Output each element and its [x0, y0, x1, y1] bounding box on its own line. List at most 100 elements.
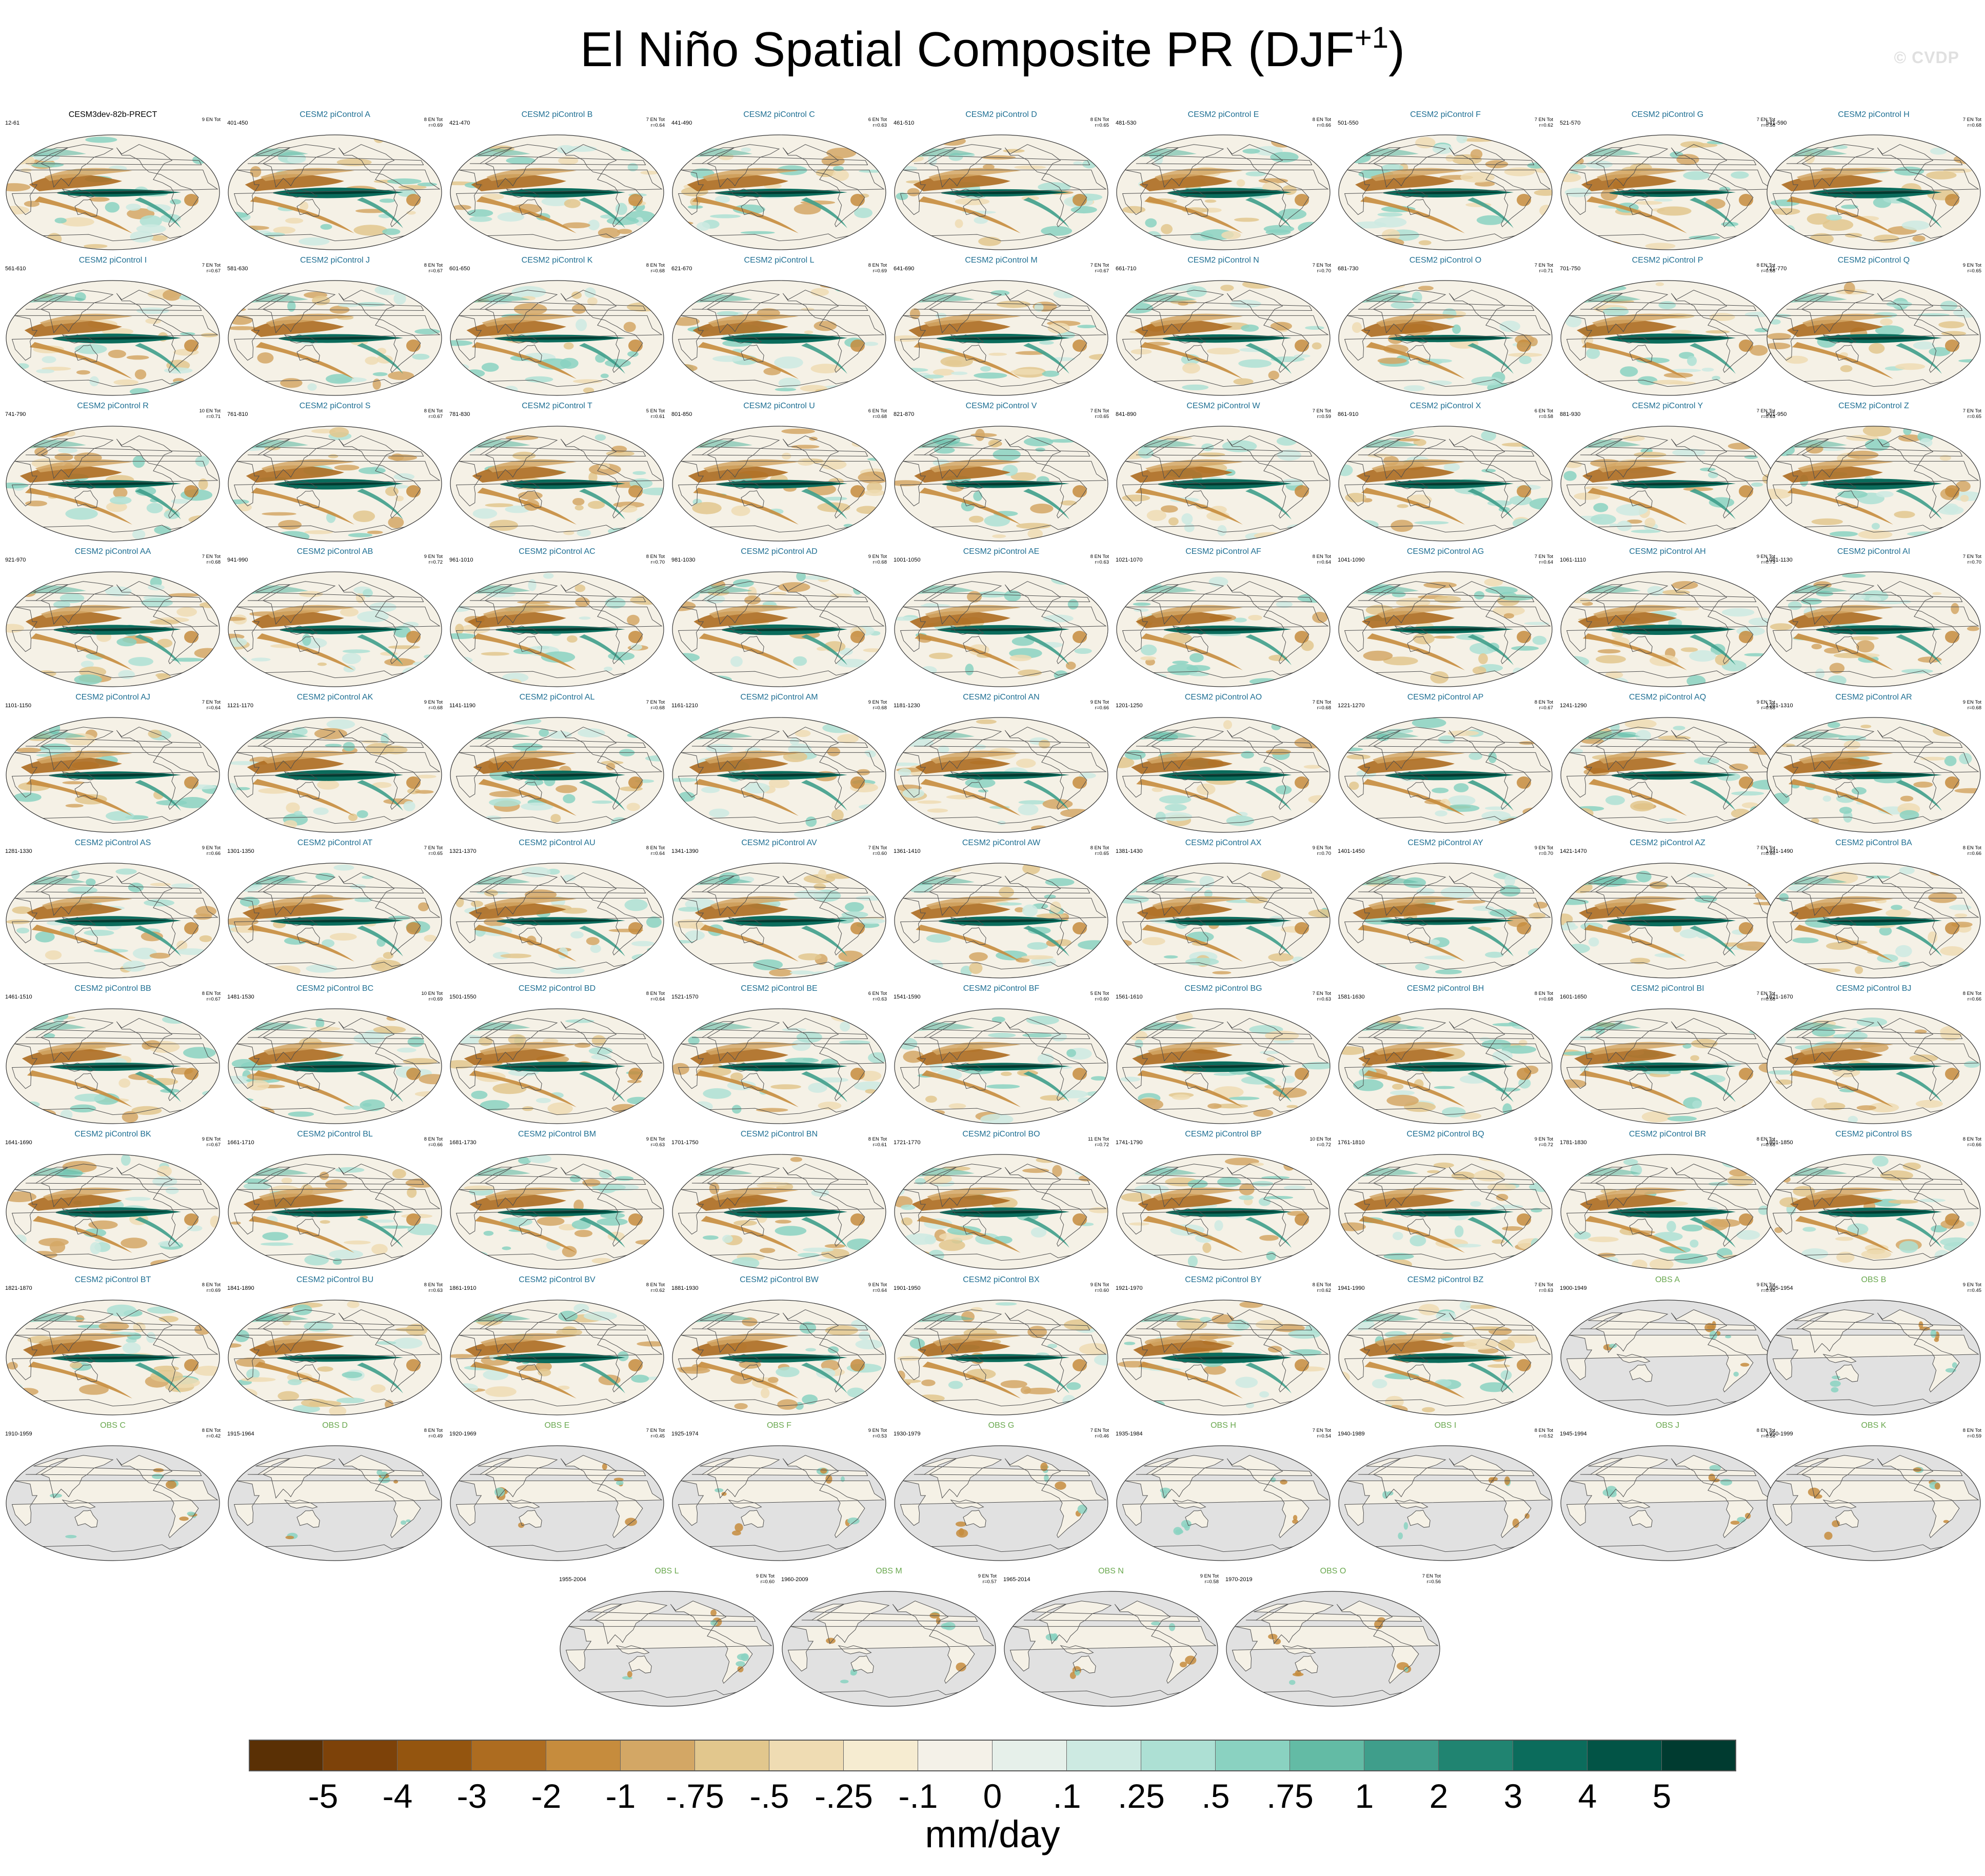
panel-event-count: 7 EN Tot: [1090, 263, 1109, 268]
map-plot: [1560, 1008, 1775, 1124]
panel-years: 1361-1410: [894, 848, 921, 854]
map-panel-grid: CESM3dev-82b-PRECT 12-61 9 EN Tot CESM2 piC…: [4, 110, 1982, 1707]
panel-years: 641-690: [894, 266, 915, 272]
panel-name: CESM2 piControl AD: [741, 547, 818, 556]
panel-event-count: 8 EN Tot: [1534, 700, 1553, 705]
panel-pattern-correlation: r=0.66: [1761, 851, 1775, 856]
panel-years: 1321-1370: [449, 848, 477, 854]
map-panel: OBS M 1960-2009 9 EN Tot r=0.57: [780, 1567, 998, 1711]
panel-name: CESM2 piControl J: [300, 256, 370, 265]
colorbar-tick-label: 1: [1355, 1777, 1374, 1815]
panel-name: CESM2 piControl W: [1186, 402, 1260, 410]
colorbar-tick-label: .1: [1053, 1777, 1081, 1815]
panel-pattern-correlation: r=0.63: [1761, 414, 1775, 420]
panel-name: CESM2 piControl BK: [74, 1130, 151, 1139]
map-plot: [894, 1300, 1108, 1415]
panel-name: CESM2 piControl AZ: [1630, 839, 1705, 847]
panel-years: 1701-1750: [671, 1140, 699, 1146]
colorbar-swatch: [1662, 1740, 1736, 1771]
map-plot: [894, 134, 1108, 250]
panel-years: 1081-1130: [1766, 557, 1793, 563]
map-plot: [1560, 863, 1775, 979]
panel-pattern-correlation: r=0.56: [1426, 1579, 1441, 1585]
map-plot: [1766, 863, 1981, 979]
colorbar-swatch: [1141, 1740, 1216, 1771]
panel-event-count: 5 EN Tot: [1090, 991, 1109, 996]
panel-name: CESM2 piControl BX: [963, 1275, 1040, 1284]
map-plot: [228, 280, 442, 396]
panel-event-count: 7 EN Tot: [646, 700, 665, 705]
panel-years: 421-470: [449, 120, 470, 126]
map-panel: OBS B 1905-1954 9 EN Tot r=0.45: [1765, 1275, 1982, 1420]
panel-event-count: 8 EN Tot: [1090, 554, 1109, 560]
panel-name: CESM3dev-82b-PRECT: [68, 110, 157, 119]
map-plot: [450, 1300, 664, 1415]
map-plot: [1766, 717, 1981, 833]
panel-event-count: 7 EN Tot: [1756, 991, 1775, 996]
panel-years: 601-650: [449, 266, 470, 272]
panel-name: CESM2 piControl AP: [1407, 693, 1484, 702]
map-plot: [672, 134, 886, 250]
map-panel: OBS C 1910-1959 8 EN Tot r=0.42: [4, 1421, 222, 1566]
map-panel: CESM2 piControl X 861-910 6 EN Tot r=0.58: [1337, 402, 1554, 546]
panel-name: OBS A: [1655, 1275, 1680, 1284]
map-plot: [1338, 1445, 1553, 1561]
map-plot: [1560, 134, 1775, 250]
panel-event-count: 8 EN Tot: [868, 263, 887, 268]
panel-pattern-correlation: r=0.67: [428, 414, 443, 420]
panel-name: CESM2 piControl L: [744, 256, 815, 265]
panel-pattern-correlation: r=0.72: [1095, 1142, 1109, 1148]
panel-event-count: 7 EN Tot: [1962, 554, 1981, 560]
panel-name: CESM2 piControl BQ: [1406, 1130, 1484, 1139]
map-panel: CESM2 piControl AO 1201-1250 7 EN Tot r=0.6…: [1115, 693, 1332, 837]
map-panel: CESM2 piControl BQ 1761-1810 9 EN Tot r=0.7…: [1337, 1130, 1554, 1274]
panel-name: CESM2 piControl AS: [74, 839, 151, 847]
panel-years: 741-790: [5, 411, 26, 417]
panel-name: CESM2 piControl O: [1409, 256, 1482, 265]
map-panel: CESM2 piControl AU 1321-1370 8 EN Tot r=0.6…: [448, 839, 666, 983]
panel-years: 1401-1450: [1338, 848, 1365, 854]
panel-pattern-correlation: r=0.68: [1761, 268, 1775, 274]
map-panel: CESM2 piControl BR 1781-1830 8 EN Tot r=0.6…: [1559, 1130, 1776, 1274]
map-panel: OBS I 1940-1989 8 EN Tot r=0.52: [1337, 1421, 1554, 1566]
map-plot: [1338, 280, 1553, 396]
panel-years: 1261-1310: [1766, 703, 1793, 709]
map-panel: CESM2 piControl O 681-730 7 EN Tot r=0.71: [1337, 256, 1554, 401]
panel-event-count: 9 EN Tot: [1200, 1573, 1219, 1579]
panel-name: OBS I: [1434, 1421, 1457, 1430]
panel-pattern-correlation: r=0.69: [428, 123, 443, 128]
panel-name: OBS N: [1098, 1567, 1124, 1575]
panel-pattern-correlation: r=0.68: [872, 705, 887, 711]
map-plot: [782, 1591, 996, 1707]
panel-years: 961-1010: [449, 557, 473, 563]
panel-event-count: 8 EN Tot: [424, 1136, 443, 1142]
map-panel: CESM2 piControl BX 1901-1950 9 EN Tot r=0.6…: [892, 1275, 1110, 1420]
panel-name: CESM2 piControl BI: [1631, 984, 1704, 993]
panel-years: 621-670: [671, 266, 692, 272]
panel-event-count: 9 EN Tot: [424, 700, 443, 705]
map-plot: [228, 717, 442, 833]
panel-pattern-correlation: r=0.68: [1317, 705, 1331, 711]
panel-years: 1581-1630: [1338, 994, 1365, 1000]
panel-pattern-correlation: r=0.68: [206, 560, 221, 565]
panel-pattern-correlation: r=0.54: [1317, 1433, 1331, 1439]
panel-years: 1940-1989: [1338, 1431, 1365, 1437]
map-plot: [1116, 1445, 1331, 1561]
panel-event-count: 8 EN Tot: [202, 1428, 221, 1433]
panel-name: CESM2 piControl BM: [518, 1130, 597, 1139]
panel-years: 1881-1930: [671, 1285, 699, 1291]
panel-years: 581-630: [227, 266, 248, 272]
panel-pattern-correlation: r=0.59: [1967, 1433, 1981, 1439]
panel-years: 1181-1230: [894, 703, 920, 709]
map-plot: [1338, 426, 1553, 542]
map-plot: [450, 134, 664, 250]
map-panel: CESM2 piControl BW 1881-1930 9 EN Tot r=0.6…: [670, 1275, 888, 1420]
panel-years: 1721-1770: [894, 1140, 921, 1146]
map-panel: CESM2 piControl R 741-790 10 EN Tot r=0.71: [4, 402, 222, 546]
panel-event-count: 8 EN Tot: [202, 991, 221, 996]
panel-name: CESM2 piControl AO: [1184, 693, 1262, 702]
colorbar-tick-label: -3: [456, 1777, 487, 1815]
panel-event-count: 7 EN Tot: [1962, 117, 1981, 123]
map-plot: [6, 863, 220, 979]
map-panel: CESM2 piControl BD 1501-1550 8 EN Tot r=0.6…: [448, 984, 666, 1129]
